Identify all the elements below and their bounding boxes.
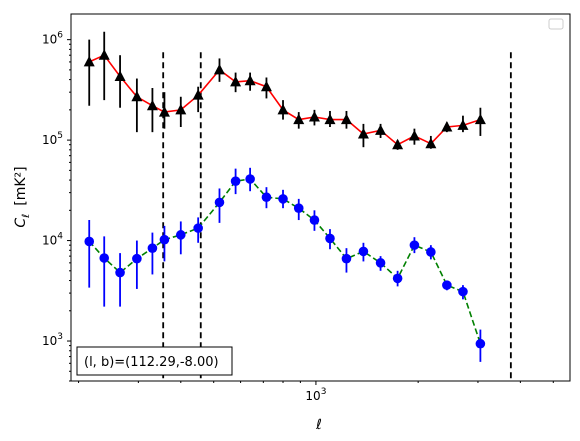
marker-1-18: [375, 258, 386, 268]
marker-1-3: [132, 253, 142, 264]
marker-1-6: [175, 230, 186, 240]
marker-0-20: [408, 129, 420, 141]
marker-0-6: [175, 103, 187, 115]
annotation-text: (l, b)=(112.29,-8.00): [84, 355, 219, 370]
y-axis-label-main: C: [13, 218, 29, 228]
y-tick-label-3: 106: [42, 31, 63, 47]
marker-0-24: [474, 113, 486, 125]
marker-0-9: [230, 75, 242, 87]
y-tick-label-2: 105: [42, 131, 63, 147]
marker-1-8: [214, 197, 225, 208]
marker-0-2: [114, 70, 126, 81]
plot-area: [83, 31, 512, 381]
marker-1-23: [458, 286, 468, 297]
marker-0-13: [293, 113, 305, 125]
marker-1-12: [278, 194, 288, 204]
marker-0-7: [192, 89, 204, 100]
marker-1-17: [358, 246, 369, 257]
marker-0-23: [457, 119, 469, 130]
marker-1-13: [293, 203, 304, 213]
y-axis-label-sub: ℓ: [21, 214, 32, 218]
marker-0-15: [324, 113, 336, 125]
marker-0-0: [83, 55, 95, 67]
marker-1-19: [392, 273, 403, 284]
legend-box: [548, 18, 564, 30]
marker-0-11: [260, 80, 272, 92]
marker-0-18: [375, 124, 387, 135]
marker-0-5: [158, 106, 170, 117]
marker-1-0: [84, 236, 95, 247]
marker-1-11: [261, 192, 272, 203]
marker-1-7: [193, 223, 203, 233]
y-axis-label-unit: [mK²]: [13, 166, 29, 205]
x-tick-label-0: 103: [305, 387, 326, 403]
marker-1-9: [230, 176, 241, 186]
marker-0-17: [357, 128, 369, 139]
marker-0-21: [425, 137, 437, 149]
marker-0-12: [277, 103, 289, 115]
marker-1-4: [147, 243, 158, 253]
marker-1-1: [99, 253, 110, 263]
marker-1-24: [475, 338, 486, 349]
x-axis-label: ℓ: [315, 417, 322, 433]
marker-1-5: [159, 234, 170, 245]
y-tick-label-1: 104: [42, 232, 63, 248]
tick-layer: 103 104 105 106 103: [42, 31, 554, 403]
marker-0-4: [146, 99, 158, 111]
marker-0-10: [244, 74, 256, 86]
marker-1-14: [309, 215, 320, 225]
marker-1-16: [341, 253, 352, 264]
marker-1-15: [325, 233, 335, 244]
marker-1-22: [442, 280, 452, 290]
annotation-box: (l, b)=(112.29,-8.00): [76, 346, 233, 376]
y-tick-label-0: 103: [42, 332, 63, 348]
marker-1-20: [409, 240, 420, 250]
marker-0-1: [98, 49, 110, 60]
marker-0-19: [392, 138, 404, 150]
marker-0-14: [308, 110, 320, 122]
marker-1-2: [115, 267, 125, 278]
y-axis-label: Cℓ [mK²]: [13, 166, 32, 227]
marker-0-3: [131, 90, 143, 102]
marker-0-8: [213, 63, 225, 75]
marker-1-21: [426, 247, 436, 257]
marker-0-22: [441, 121, 453, 132]
axes-frame: [70, 13, 571, 382]
svg-text:Cℓ[mK²]: Cℓ [mK²]: [13, 166, 32, 227]
marker-1-10: [245, 174, 255, 184]
plot-layer: [83, 31, 512, 381]
marker-0-16: [340, 113, 352, 125]
